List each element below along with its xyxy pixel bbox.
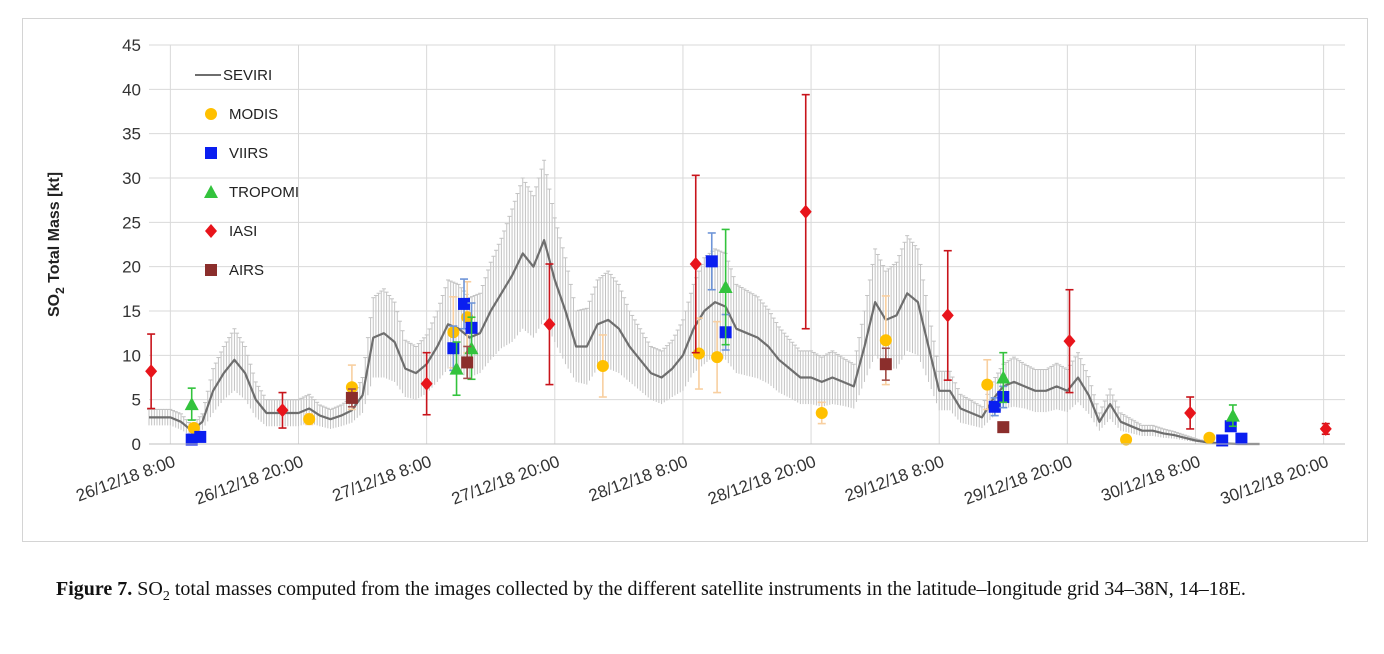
iasi-point: [799, 204, 812, 219]
legend-item-seviri: SEVIRI: [195, 67, 272, 84]
modis-point: [879, 334, 892, 347]
modis-point: [303, 413, 316, 426]
caption-so2-subscript: 2: [162, 589, 170, 604]
viirs-point: [458, 297, 471, 310]
x-tick-label: 27/12/18 20:00: [449, 452, 562, 509]
tropomi-point: [449, 361, 464, 375]
modis-point: [596, 359, 609, 372]
legend-label: VIIRS: [229, 145, 268, 162]
x-tick-label: 28/12/18 8:00: [586, 452, 690, 505]
x-tick-label: 28/12/18 20:00: [705, 452, 818, 509]
y-tick-label: 5: [132, 391, 141, 410]
modis-point: [1203, 431, 1216, 444]
modis-point: [981, 378, 994, 391]
airs-point: [345, 391, 358, 404]
viirs-point: [1235, 432, 1248, 445]
series-layer: [145, 93, 1332, 447]
legend-item-modis: MODIS: [205, 106, 278, 123]
y-tick-label: 15: [122, 302, 141, 321]
legend-item-tropomi: TROPOMI: [204, 184, 299, 201]
legend: SEVIRI MODIS VIIRS TROPOMI IASI AIRS: [195, 67, 299, 279]
caption-so2-prefix: SO: [137, 578, 163, 600]
viirs-point: [988, 400, 1001, 413]
modis-point: [345, 381, 358, 394]
legend-swatch-square: [205, 147, 217, 159]
legend-item-iasi: IASI: [205, 223, 257, 240]
x-tick-label: 26/12/18 8:00: [74, 452, 178, 505]
x-tick-label: 27/12/18 8:00: [330, 452, 434, 505]
tropomi-point: [718, 280, 733, 294]
figure-caption: Figure 7. SO2 total masses computed from…: [56, 574, 1366, 612]
y-tick-label: 40: [122, 80, 141, 99]
legend-label: MODIS: [229, 106, 278, 123]
iasi-point: [145, 364, 158, 379]
airs-point: [461, 356, 474, 369]
modis-point: [815, 406, 828, 419]
legend-label: IASI: [229, 223, 257, 240]
iasi-point: [689, 257, 702, 272]
legend-swatch-diamond: [205, 224, 217, 238]
legend-label: AIRS: [229, 262, 264, 279]
y-tick-label: 20: [122, 258, 141, 277]
viirs-point: [447, 342, 460, 355]
airs-point: [879, 358, 892, 371]
x-tick-label: 26/12/18 20:00: [193, 452, 306, 509]
y-tick-label: 30: [122, 169, 141, 188]
iasi-point: [941, 308, 954, 323]
y-tick-label: 45: [122, 36, 141, 55]
x-tick-label: 29/12/18 8:00: [842, 452, 946, 505]
y-tick-label: 35: [122, 125, 141, 144]
legend-swatch-triangle: [204, 185, 218, 198]
tropomi-point: [184, 397, 199, 411]
legend-item-airs: AIRS: [205, 262, 264, 279]
seviri-line: [149, 239, 1260, 446]
iasi-point: [1184, 405, 1197, 420]
iasi-point: [276, 403, 289, 418]
airs-point: [997, 421, 1010, 434]
iasi-point: [543, 317, 556, 332]
viirs-point: [194, 430, 207, 443]
iasi-point: [420, 376, 433, 391]
legend-swatch-square: [205, 264, 217, 276]
y-axis-title: SO2 Total Mass [kt]: [46, 172, 67, 317]
modis-point: [711, 351, 724, 364]
series-airs: [345, 345, 1010, 434]
tropomi-point: [996, 370, 1011, 384]
legend-label: TROPOMI: [229, 184, 299, 201]
seviri-line-layer: [149, 239, 1260, 446]
legend-swatch-circle: [205, 108, 217, 120]
series-tropomi: [184, 228, 1240, 428]
figure-label: Figure 7.: [56, 578, 133, 600]
so2-mass-chart: 0 5 10 15 20 25 30 35 40 45 26/12/18 8:00 26/12/18 …: [46, 36, 1345, 509]
legend-item-viirs: VIIRS: [205, 145, 268, 162]
legend-label: SEVIRI: [223, 67, 272, 84]
x-tick-label: 30/12/18 8:00: [1099, 452, 1203, 505]
chart-frame: 0 5 10 15 20 25 30 35 40 45 26/12/18 8:00 26/12/18 …: [22, 18, 1368, 542]
y-tick-label: 25: [122, 213, 141, 232]
x-tick-label: 30/12/18 20:00: [1218, 452, 1331, 509]
caption-so2: SO2: [137, 578, 170, 604]
caption-text: total masses computed from the images co…: [169, 578, 1246, 600]
tropomi-point: [1225, 408, 1240, 422]
y-axis-title-rest: Total Mass [kt]: [46, 172, 63, 287]
y-tick-label: 0: [132, 435, 141, 454]
iasi-point: [1063, 334, 1076, 349]
iasi-point: [1319, 421, 1332, 436]
series-iasi: [145, 93, 1332, 436]
grid-layer: [149, 44, 1345, 445]
modis-point: [692, 347, 705, 360]
viirs-point: [705, 255, 718, 268]
y-tick-label: 10: [122, 346, 141, 365]
modis-point: [1120, 433, 1133, 446]
x-tick-label: 29/12/18 20:00: [962, 452, 1075, 509]
y-axis-title-main: SO: [46, 294, 63, 317]
viirs-point: [1216, 434, 1229, 447]
y-axis-title-sub: 2: [53, 287, 67, 294]
